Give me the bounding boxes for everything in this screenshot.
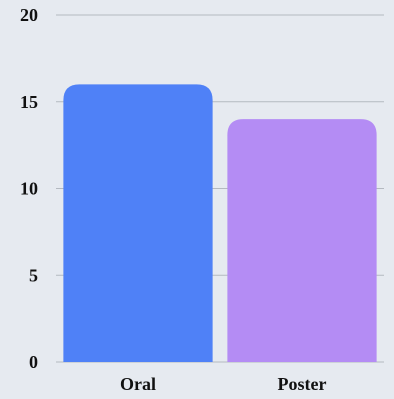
y-tick-label-10: 10	[20, 179, 38, 199]
bar-oral	[63, 84, 213, 363]
y-axis-tick-labels: 0 5 10 15 20	[20, 5, 38, 372]
bars	[63, 84, 377, 363]
y-tick-label-20: 20	[20, 5, 38, 25]
y-tick-label-15: 15	[20, 92, 38, 112]
x-category-label-oral: Oral	[120, 374, 156, 394]
y-tick-label-0: 0	[29, 352, 38, 372]
x-axis-category-labels: Oral Poster	[120, 374, 326, 394]
y-tick-label-5: 5	[29, 265, 38, 285]
bar-poster	[227, 119, 377, 362]
x-category-label-poster: Poster	[278, 374, 327, 394]
